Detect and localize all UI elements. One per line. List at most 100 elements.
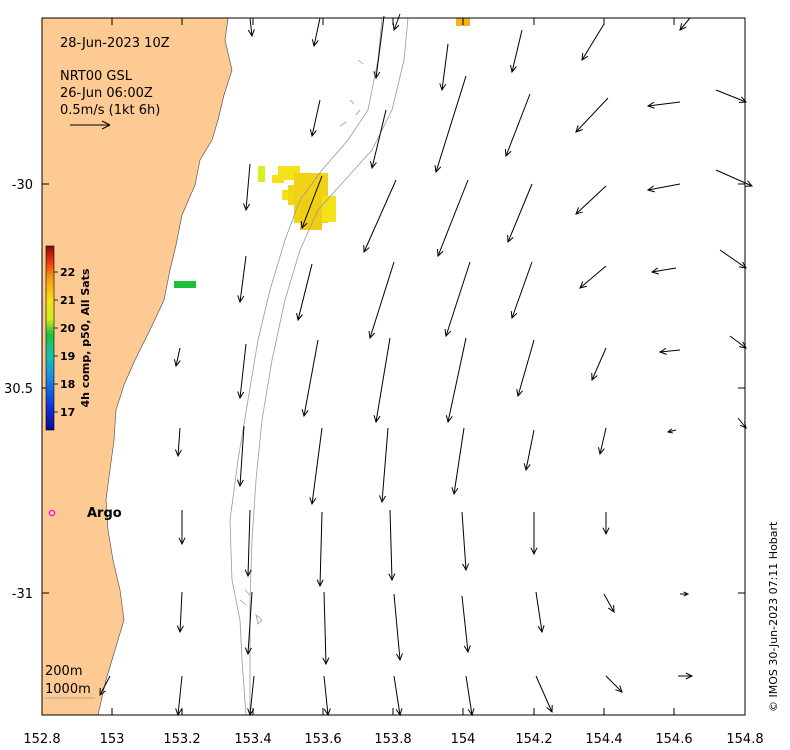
current-arrow xyxy=(715,89,748,103)
current-arrow xyxy=(591,347,607,382)
current-arrow xyxy=(392,13,401,32)
argo-marker xyxy=(48,509,56,517)
current-arrow xyxy=(605,675,623,693)
colorbar-gradient xyxy=(45,245,55,431)
current-arrow xyxy=(301,339,319,418)
x-tick-label: 154.4 xyxy=(585,732,622,747)
current-arrow xyxy=(247,17,255,38)
current-arrow xyxy=(451,427,465,496)
x-axis-labels: 152.8 153 153.2 153.4 153.6 153.8 154 154.2 154.… xyxy=(23,732,763,747)
current-arrow xyxy=(666,428,677,434)
product-time: 26-Jun 06:00Z xyxy=(60,86,153,101)
scale-label: 0.5m/s (1kt 6h) xyxy=(60,103,160,118)
current-arrow xyxy=(444,261,471,338)
contour-1000m-label: 1000m xyxy=(45,682,91,697)
current-arrow xyxy=(603,593,615,614)
x-tick-label: 153.6 xyxy=(304,732,341,747)
x-tick-label: 152.8 xyxy=(23,732,60,747)
current-arrow xyxy=(507,183,533,244)
current-arrow xyxy=(719,249,747,269)
current-arrow xyxy=(646,183,681,193)
current-arrow xyxy=(602,512,610,536)
current-arrow xyxy=(445,337,467,424)
current-arrow xyxy=(309,427,323,506)
land-area xyxy=(41,17,233,716)
current-arrow xyxy=(510,261,533,320)
x-tick-label: 154 xyxy=(451,732,476,747)
y-tick-label: -31 xyxy=(12,587,33,602)
colorbar-ticks: 22 21 20 19 18 17 xyxy=(54,266,76,419)
colorbar-tick-label: 18 xyxy=(60,378,75,391)
credit-label: © IMOS 30-Jun-2023 07:11 Hobart xyxy=(767,521,780,712)
x-tick-label: 153.2 xyxy=(163,732,200,747)
contour-200m-label: 200m xyxy=(45,664,82,679)
current-arrow xyxy=(581,23,605,61)
map-date: 28-Jun-2023 10Z xyxy=(60,36,170,51)
current-arrow xyxy=(244,591,253,656)
current-arrow xyxy=(523,429,535,472)
x-tick-label: 153.8 xyxy=(374,732,411,747)
current-arrow xyxy=(597,427,607,456)
current-arrow xyxy=(176,591,184,634)
current-arrow xyxy=(504,93,531,158)
current-arrow xyxy=(516,339,535,398)
current-arrow xyxy=(178,510,186,546)
x-tick-label: 153 xyxy=(100,732,125,747)
current-arrow xyxy=(243,163,251,212)
current-arrow xyxy=(244,509,252,578)
scale-arrow xyxy=(70,120,111,130)
current-arrow xyxy=(379,427,389,504)
colorbar: 22 21 20 19 18 17 4h comp, p50, All Sats xyxy=(45,245,92,431)
current-arrow xyxy=(575,97,609,133)
current-arrow xyxy=(373,337,391,424)
current-arrow xyxy=(322,591,330,666)
current-arrow xyxy=(439,43,449,92)
colorbar-tick-label: 22 xyxy=(60,266,75,279)
current-arrow xyxy=(236,425,245,488)
current-arrow xyxy=(99,675,111,697)
current-arrow xyxy=(174,427,182,458)
current-arrow xyxy=(530,512,538,556)
current-arrow xyxy=(729,335,747,349)
current-arrow xyxy=(311,17,321,48)
current-arrow xyxy=(650,267,677,275)
current-arrow xyxy=(575,185,607,215)
current-arrow xyxy=(436,179,469,258)
current-arrow xyxy=(173,347,181,368)
colorbar-tick-label: 17 xyxy=(60,406,75,419)
current-arrow xyxy=(510,29,523,74)
current-arrow xyxy=(678,672,694,680)
colorbar-tick-label: 19 xyxy=(60,350,75,363)
current-arrow xyxy=(680,591,690,597)
current-arrow xyxy=(296,263,313,322)
y-tick-label: -30 xyxy=(12,178,33,193)
axis-ticks xyxy=(41,18,746,715)
current-arrow xyxy=(309,99,321,138)
current-arrow xyxy=(300,175,323,230)
colorbar-tick-label: 20 xyxy=(60,322,76,335)
argo-label: Argo xyxy=(87,506,122,521)
x-tick-label: 153.4 xyxy=(234,732,271,747)
current-arrow xyxy=(373,15,385,80)
current-arrow xyxy=(461,595,471,654)
current-arrow xyxy=(434,75,467,174)
bathymetry-contours xyxy=(229,17,409,716)
current-arrow xyxy=(237,255,247,304)
current-arrow xyxy=(393,593,403,662)
current-arrow xyxy=(658,347,681,355)
current-arrow xyxy=(363,179,397,254)
current-arrow xyxy=(388,509,396,582)
current-arrow xyxy=(316,511,324,588)
current-arrows xyxy=(99,13,754,717)
y-axis-labels: -30 30.5 -31 xyxy=(4,178,33,602)
colorbar-tick-label: 21 xyxy=(60,294,75,307)
product-name: NRT00 GSL xyxy=(60,69,133,84)
x-tick-label: 154.6 xyxy=(655,732,692,747)
y-tick-label: 30.5 xyxy=(4,382,33,397)
current-arrow xyxy=(535,591,545,634)
current-arrow xyxy=(679,17,691,31)
current-arrow xyxy=(237,343,247,400)
current-arrow xyxy=(535,675,553,714)
current-arrow xyxy=(715,169,754,187)
